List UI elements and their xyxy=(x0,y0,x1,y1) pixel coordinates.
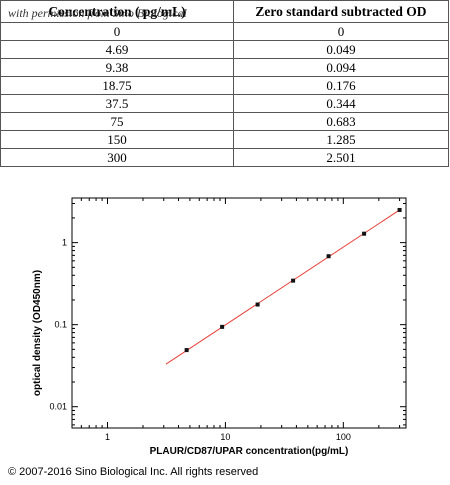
concentration-cell: 75 xyxy=(0,112,234,131)
data-point xyxy=(397,207,402,212)
x-tick-label: 1 xyxy=(105,432,110,442)
concentration-cell: 4.69 xyxy=(0,40,234,59)
y-tick-label: 0.1 xyxy=(54,320,67,330)
data-point xyxy=(362,231,367,236)
x-tick-label: 100 xyxy=(336,432,351,442)
concentration-header: Concentration ( pg/mL) xyxy=(0,0,234,23)
concentration-cell: 150 xyxy=(0,130,234,149)
od-header: Zero standard subtracted OD xyxy=(233,0,449,23)
concentration-cell: 9.38 xyxy=(0,58,234,77)
data-point xyxy=(220,324,225,329)
y-tick-label: 0.01 xyxy=(49,402,67,412)
y-tick-label: 1 xyxy=(62,238,67,248)
table-row: 37.5 0.344 xyxy=(0,94,449,113)
data-point xyxy=(291,278,296,283)
fit-line xyxy=(165,209,400,365)
x-axis-title: PLAUR/CD87/UPAR concentration(pg/mL) xyxy=(150,446,349,457)
table-row: 9.38 0.094 xyxy=(0,58,449,77)
data-point xyxy=(326,254,331,259)
table-row: 18.75 0.176 xyxy=(0,76,449,95)
concentration-cell: 18.75 xyxy=(0,76,234,95)
table-row: 4.69 0.049 xyxy=(0,40,449,59)
table-header-row: Concentration ( pg/mL) Zero standard sub… xyxy=(0,0,449,23)
od-cell: 0.049 xyxy=(233,40,449,59)
od-cell: 2.501 xyxy=(233,148,449,167)
od-cell: 0.344 xyxy=(233,94,449,113)
concentration-cell: 0 xyxy=(0,22,234,41)
table-row: 150 1.285 xyxy=(0,130,449,149)
od-cell: 0.176 xyxy=(233,76,449,95)
od-cell: 0.094 xyxy=(233,58,449,77)
table-row: 300 2.501 xyxy=(0,148,449,167)
od-cell: 0 xyxy=(233,22,449,41)
y-axis-title: optical density (OD450nm) xyxy=(32,270,43,396)
copyright-text: © 2007-2016 Sino Biological Inc. All rig… xyxy=(8,466,259,478)
data-point xyxy=(184,348,189,353)
standard-curve-chart: 1 10 100 0.01 0.1 1 PLAUR/CD87/UPAR concentra… xyxy=(32,197,407,457)
concentration-cell: 300 xyxy=(0,148,234,167)
od-cell: 0.683 xyxy=(233,112,449,131)
x-tick-label: 10 xyxy=(220,432,230,442)
od-cell: 1.285 xyxy=(233,130,449,149)
data-point xyxy=(255,302,260,307)
plot-frame xyxy=(71,197,407,429)
table-row: 75 0.683 xyxy=(0,112,449,131)
concentration-cell: 37.5 xyxy=(0,94,234,113)
standard-curve-table: Concentration ( pg/mL) Zero standard sub… xyxy=(0,0,449,167)
